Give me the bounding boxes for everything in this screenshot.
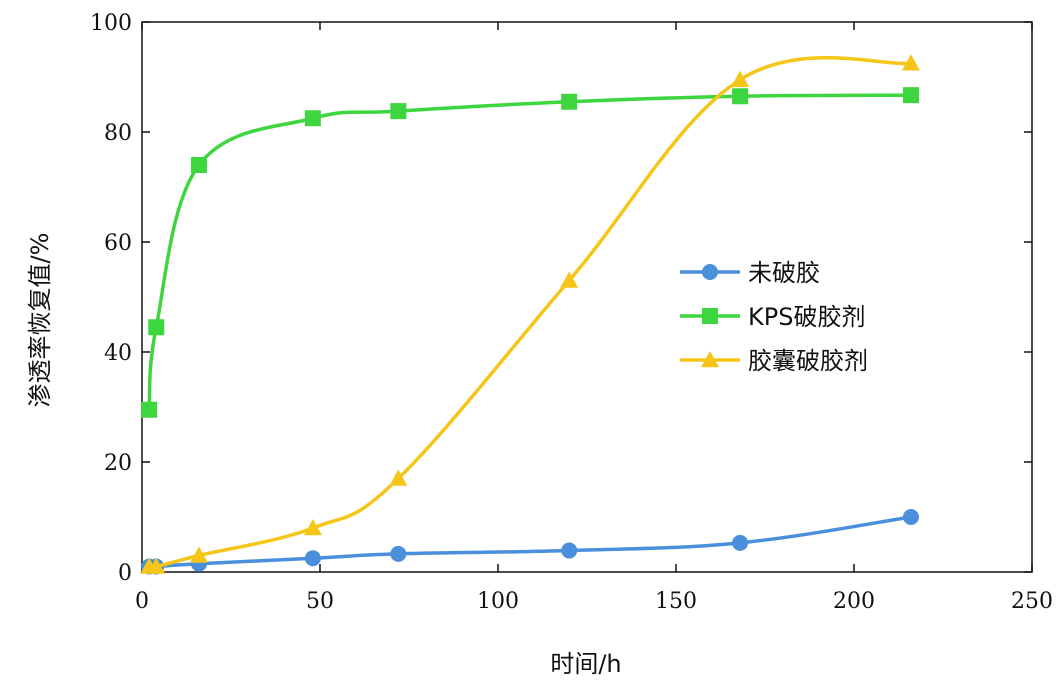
data-point: [901, 54, 920, 71]
data-point: [731, 70, 750, 87]
data-point: [902, 509, 919, 525]
data-point: [189, 546, 208, 563]
legend-label: KPS破胶剂: [748, 303, 865, 331]
legend-marker: [701, 351, 719, 368]
data-point: [561, 542, 578, 559]
data-point: [141, 401, 158, 418]
data-point: [902, 87, 919, 104]
data-point: [561, 93, 578, 110]
series-square: [141, 87, 919, 418]
y-tick-label: 80: [104, 121, 132, 146]
legend-marker: [702, 264, 718, 280]
x-tick-label: 250: [1011, 589, 1053, 614]
y-tick-label: 40: [104, 341, 132, 366]
legend-label: 胶囊破胶剂: [748, 347, 868, 375]
legend-label: 未破胶: [748, 259, 820, 287]
data-point: [190, 157, 207, 173]
y-tick-label: 100: [90, 11, 132, 36]
plot-frame: [141, 21, 1033, 573]
data-point: [390, 545, 407, 562]
legend-marker: [702, 308, 718, 324]
y-axis-title: 渗透率恢复值/%: [26, 233, 54, 408]
data-point: [304, 110, 321, 127]
y-tick-label: 20: [104, 451, 132, 476]
x-tick-label: 50: [306, 589, 334, 614]
data-point: [732, 88, 749, 105]
x-tick-label: 200: [833, 589, 875, 614]
data-point: [304, 550, 321, 567]
x-tick-label: 150: [655, 589, 697, 614]
series-layer: [140, 54, 920, 575]
data-point: [147, 557, 166, 574]
data-point: [560, 271, 579, 288]
x-tick-label: 0: [135, 589, 149, 614]
series-triangle: [140, 54, 920, 574]
data-point: [389, 469, 408, 486]
axes: 0 50 100 150 200 250 0 20 40 60 80 100: [90, 11, 1053, 614]
y-tick-label: 0: [118, 561, 132, 586]
data-point: [732, 534, 749, 551]
data-point: [303, 519, 322, 536]
data-point: [390, 103, 407, 120]
data-point: [148, 319, 165, 336]
x-tick-label: 100: [477, 589, 519, 614]
x-axis-title: 时间/h: [550, 650, 621, 678]
y-tick-label: 60: [104, 231, 132, 256]
